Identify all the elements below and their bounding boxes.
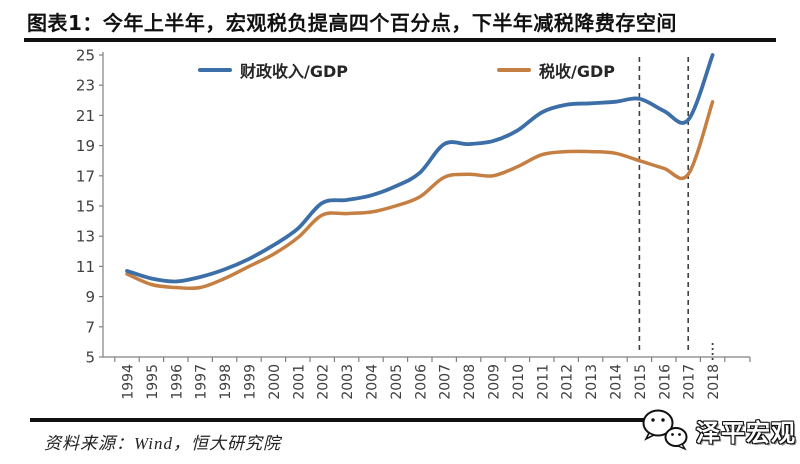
x-tick-label: 1998	[218, 364, 234, 400]
x-tick-label: 2018	[706, 364, 722, 400]
y-axis-labels: 5 7 9 11 13 15 17 19 21 23 25	[76, 47, 103, 367]
x-tick-label: 2016	[657, 364, 673, 400]
y-tick-label: 15	[76, 198, 95, 216]
x-tick-label: 2004	[365, 364, 381, 400]
x-tick-label: 2013	[584, 364, 600, 400]
title-divider	[24, 38, 776, 42]
y-tick-label: 21	[76, 107, 95, 125]
x-tick-label: 2006	[413, 364, 429, 400]
x-tick-label: 2012	[560, 364, 576, 400]
series-line-fiscal-revenue	[125, 53, 715, 284]
x-tick-label: 2017	[682, 364, 698, 400]
y-tick-label: 9	[85, 288, 95, 306]
chart-title: 图表1：今年上半年，宏观税负提高四个百分点，下半年减税降费存空间	[27, 11, 677, 35]
x-tick-label: 2007	[438, 364, 454, 400]
x-tick-label: 1994	[121, 364, 137, 400]
x-tick-label: 2011	[535, 364, 551, 400]
x-tick-label: 2010	[511, 364, 527, 400]
y-tick-label: 7	[85, 318, 95, 336]
logo-text: 泽平宏观	[696, 418, 796, 447]
x-axis-ticks	[114, 357, 751, 362]
x-tick-label: 2003	[340, 364, 356, 400]
axes	[102, 52, 750, 358]
y-tick-label: 5	[85, 349, 95, 367]
x-tick-label: 1997	[194, 364, 210, 400]
y-tick-label: 13	[76, 228, 95, 246]
x-tick-label: 1999	[243, 364, 259, 400]
y-tick-label: 23	[76, 77, 95, 95]
x-tick-label: 2002	[316, 364, 332, 400]
x-axis-labels: 1994 1995 1996 1997 1998 1999 2000 2001 2002 2003…	[121, 364, 723, 400]
x-tick-label: 2005	[389, 364, 405, 400]
x-tick-label: 2014	[609, 364, 625, 400]
x-tick-label: 2008	[462, 364, 478, 400]
y-tick-label: 17	[76, 167, 95, 185]
data-source-text: 资料来源：Wind，恒大研究院	[44, 434, 281, 453]
footer-divider	[30, 418, 654, 422]
x-tick-label: 2009	[487, 364, 503, 400]
y-tick-label: 19	[76, 137, 95, 155]
y-tick-label: 25	[76, 47, 95, 65]
y-tick-label: 11	[76, 258, 95, 276]
series-line-tax	[125, 100, 715, 291]
x-tick-label: 2015	[633, 364, 649, 400]
x-tick-label: 1996	[169, 364, 185, 400]
wechat-logo: 泽平宏观	[638, 405, 796, 455]
x-tick-label: 2000	[267, 364, 283, 400]
x-tick-label: 1995	[145, 364, 161, 400]
wechat-icon	[642, 409, 688, 451]
x-tick-label: 2001	[291, 364, 307, 400]
